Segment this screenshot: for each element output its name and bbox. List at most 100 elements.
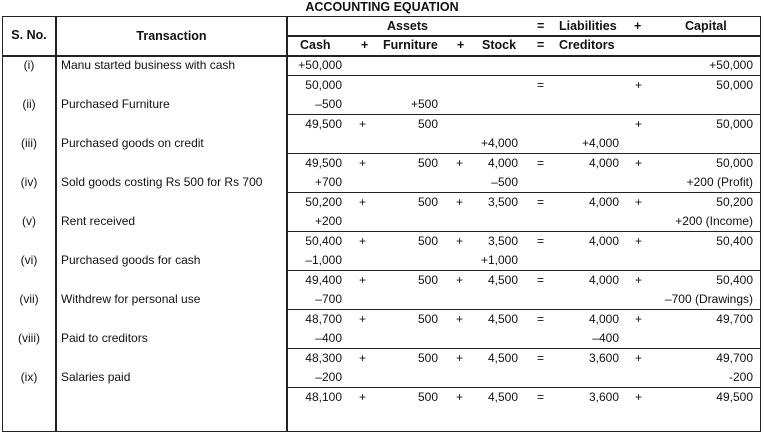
row-divider	[286, 269, 760, 271]
cell-furniture: +500	[410, 97, 438, 111]
row-divider	[286, 386, 760, 388]
cell-creditors: 3,600	[588, 389, 619, 404]
cell-op3: +	[635, 116, 643, 131]
header-plus-2: +	[457, 38, 465, 52]
cell-cash: 48,100	[305, 389, 342, 404]
cell-eq: =	[537, 311, 545, 326]
cell-sno: (iv)	[20, 175, 38, 189]
cell-furniture: 500	[417, 272, 438, 287]
cell-eq: =	[537, 272, 545, 287]
cell-sno: (v)	[22, 214, 36, 228]
header-assets: Assets	[387, 19, 428, 33]
cell-cash: 49,500	[305, 116, 342, 131]
cell-capital: 50,000	[716, 155, 753, 170]
header-divider	[286, 35, 760, 37]
cell-sno: (i)	[23, 58, 35, 72]
cell-op1: +	[359, 116, 367, 131]
cell-op2: +	[456, 272, 464, 287]
cell-op3: +	[635, 311, 643, 326]
cell-furniture: 500	[417, 389, 438, 404]
cell-cash: 49,500	[305, 155, 342, 170]
header-transaction: Transaction	[136, 29, 207, 43]
cell-capital: 49,700	[716, 311, 753, 326]
cell-op2: +	[456, 350, 464, 365]
cell-stock: 4,500	[487, 272, 518, 287]
cell-capital: 50,200	[716, 194, 753, 209]
cell-cash: –1,000	[305, 253, 342, 267]
cell-transaction: Withdrew for personal use	[61, 292, 201, 306]
cell-stock: 3,500	[487, 194, 518, 209]
row-divider	[286, 113, 760, 115]
cell-capital: 50,400	[716, 272, 753, 287]
header-equals-2: =	[537, 38, 545, 52]
row-divider	[286, 308, 760, 310]
row-divider	[286, 347, 760, 349]
header-creditors: Creditors	[559, 38, 615, 52]
cell-furniture: 500	[417, 311, 438, 326]
cell-creditors: –400	[592, 331, 619, 345]
cell-eq: =	[537, 350, 545, 365]
cell-op1: +	[359, 194, 367, 209]
cell-creditors: 4,000	[588, 194, 619, 209]
cell-transaction: Purchased goods on credit	[61, 136, 204, 150]
row-divider	[286, 191, 760, 193]
cell-sno: (ix)	[20, 370, 38, 384]
cell-sno: (iii)	[21, 136, 37, 150]
cell-creditors: 4,000	[588, 272, 619, 287]
header-cash: Cash	[300, 38, 331, 52]
cell-op3: +	[635, 194, 643, 209]
header-sno: S. No.	[11, 28, 47, 42]
cell-op3: +	[635, 389, 643, 404]
cell-op3: +	[635, 272, 643, 287]
cell-transaction: Paid to creditors	[61, 331, 148, 345]
cell-sno: (viii)	[18, 331, 40, 345]
cell-creditors: +4,000	[581, 136, 619, 150]
cell-eq: =	[537, 155, 545, 170]
cell-op1: +	[359, 155, 367, 170]
cell-transaction: Purchased goods for cash	[61, 253, 201, 267]
row-divider	[286, 230, 760, 232]
cell-cash: +50,000	[298, 58, 342, 72]
cell-furniture: 500	[417, 350, 438, 365]
cell-capital: +50,000	[709, 58, 753, 72]
cell-creditors: 4,000	[588, 155, 619, 170]
cell-transaction: Manu started business with cash	[61, 58, 236, 72]
header-equals: =	[537, 19, 545, 33]
cell-creditors: 4,000	[588, 311, 619, 326]
cell-transaction: Rent received	[61, 214, 136, 228]
cell-stock: –500	[491, 175, 518, 189]
header-liabilities: Liabilities	[559, 19, 617, 33]
column-divider	[286, 17, 288, 431]
cell-stock: 4,500	[487, 311, 518, 326]
cell-cash: 50,000	[305, 77, 342, 92]
cell-op3: +	[635, 77, 643, 92]
cell-eq: =	[537, 389, 545, 404]
cell-sno: (vii)	[19, 292, 39, 306]
header-plus-1: +	[361, 38, 369, 52]
cell-stock: 4,500	[487, 350, 518, 365]
column-divider	[55, 17, 57, 431]
cell-op1: +	[359, 389, 367, 404]
cell-capital: -200	[728, 370, 753, 384]
cell-op2: +	[456, 389, 464, 404]
header-bottom-divider	[3, 55, 760, 57]
header-plus: +	[634, 19, 642, 33]
cell-cash: +700	[314, 175, 342, 189]
cell-cash: 50,400	[305, 233, 342, 248]
cell-stock: +1,000	[480, 253, 518, 267]
cell-sno: (vi)	[20, 253, 38, 267]
cell-cash: 48,700	[305, 311, 342, 326]
cell-capital: +200 (Profit)	[686, 175, 753, 189]
cell-eq: =	[537, 233, 545, 248]
cell-op1: +	[359, 233, 367, 248]
cell-transaction: Purchased Furniture	[61, 97, 170, 111]
cell-cash: 49,400	[305, 272, 342, 287]
cell-op3: +	[635, 233, 643, 248]
page-title: ACCOUNTING EQUATION	[305, 0, 459, 14]
cell-cash: –400	[315, 331, 342, 345]
cell-capital: 49,700	[716, 350, 753, 365]
cell-capital: 50,000	[716, 77, 753, 92]
accounting-equation-table: S. No. Transaction Assets = Liabilities …	[2, 16, 761, 432]
row-divider	[286, 74, 760, 76]
cell-furniture: 500	[417, 116, 438, 131]
